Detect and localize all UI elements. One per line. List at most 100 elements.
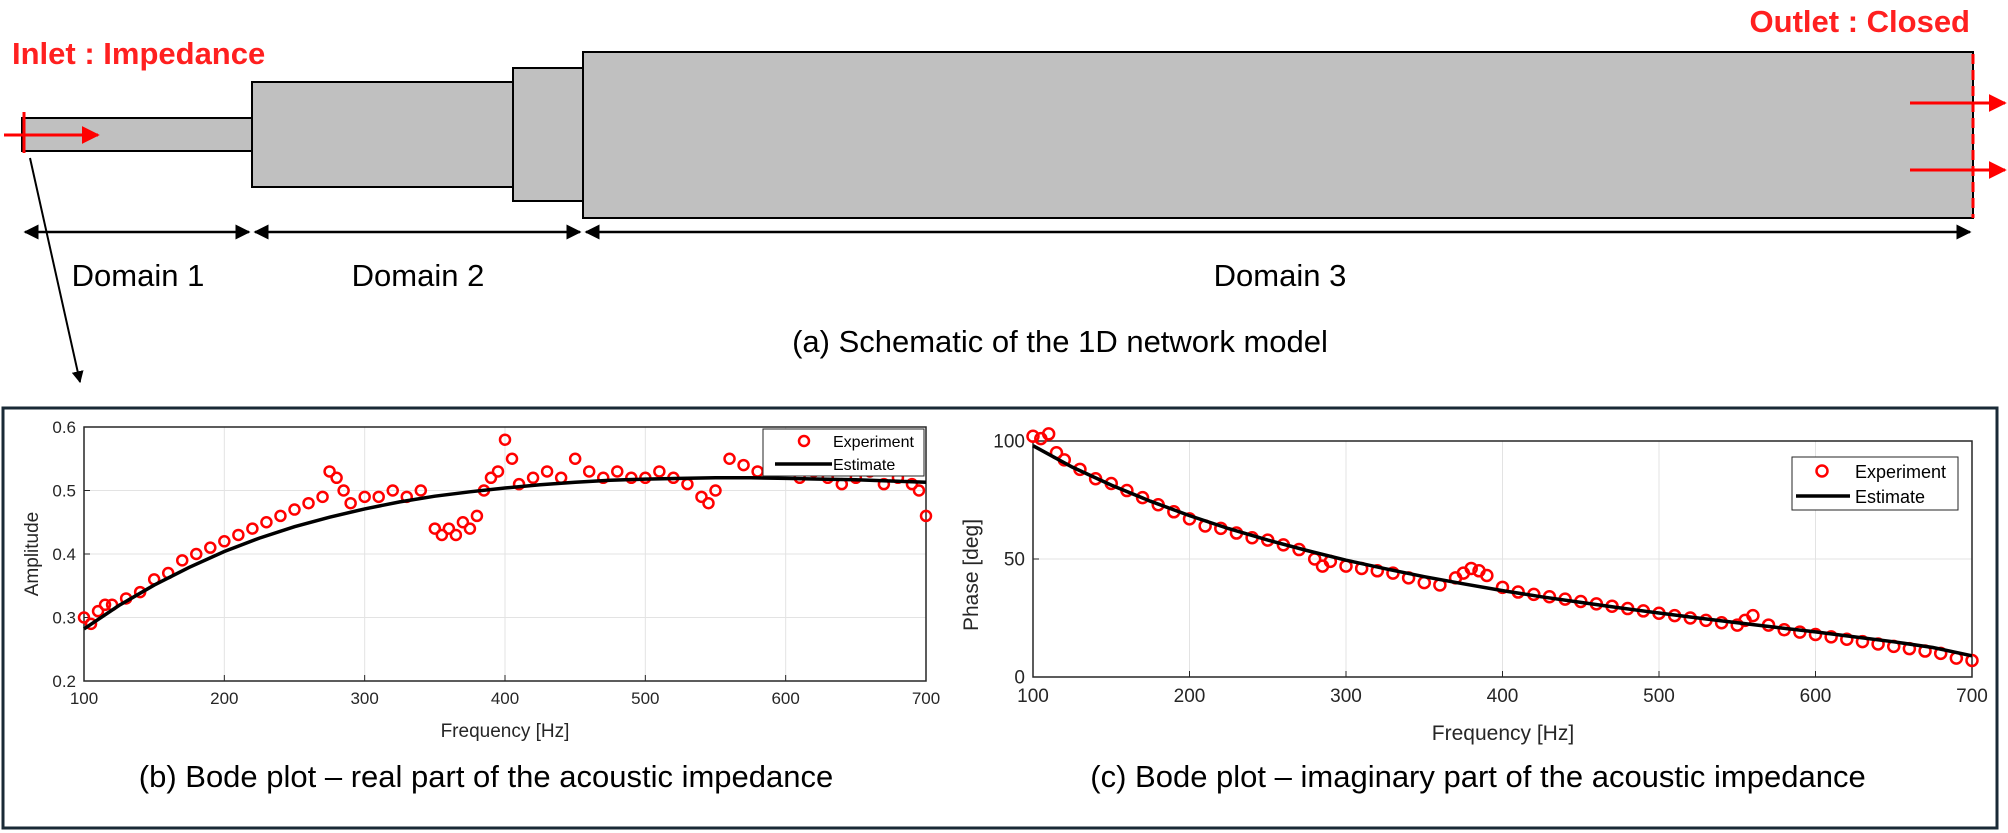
experiment-point (1464, 561, 1478, 576)
y-axis-label: Phase [deg] (960, 519, 983, 631)
x-tick-label: 300 (350, 689, 378, 708)
y-tick-label: 0.2 (52, 672, 76, 691)
experiment-point (709, 484, 722, 497)
bode-plot-imaginary: 100 200 300 400 500 600 700 0 50 100 Frequency [… (960, 427, 1988, 794)
experiment-point (498, 433, 512, 446)
experiment-point (702, 496, 715, 510)
legend-experiment-marker (1815, 464, 1829, 478)
experiment-point (1480, 568, 1494, 583)
x-tick-label: 300 (1330, 686, 1362, 707)
experiment-point (491, 465, 505, 478)
schematic-caption: (a) Schematic of the 1D network model (792, 324, 1328, 359)
experiment-point (204, 541, 217, 554)
experiment-point (386, 484, 399, 497)
experiment-point (1135, 490, 1150, 505)
inlet-label: Inlet : Impedance (12, 36, 265, 71)
experiment-point (505, 452, 519, 465)
legend-real: Experiment Estimate (762, 428, 925, 477)
experiment-point (568, 452, 582, 465)
experiment-point (484, 471, 498, 485)
legend-experiment-marker (797, 434, 811, 448)
experiment-point (540, 465, 554, 478)
experiment-point (302, 496, 315, 510)
x-tick-label: 400 (1487, 686, 1519, 707)
y-tick-label: 0.5 (52, 481, 76, 500)
experiment-point (330, 471, 343, 485)
experiment-point (470, 509, 484, 523)
experiment-point (414, 484, 428, 497)
x-tick-label: 700 (1956, 686, 1988, 707)
x-tick-label: 600 (1800, 686, 1832, 707)
experiment-point (919, 509, 933, 523)
duct-domain-3 (582, 51, 1974, 219)
experiment-point (737, 458, 750, 472)
experiment-point (912, 484, 926, 497)
legend-box (762, 428, 925, 477)
experiment-point (435, 528, 449, 542)
experiment-point (288, 503, 301, 516)
experiment-point (653, 465, 666, 478)
experiment-point (260, 516, 273, 529)
experiment-point (442, 522, 456, 535)
experiment-point (232, 528, 245, 542)
x-tick-label: 700 (912, 689, 940, 708)
experiment-point (1840, 632, 1854, 646)
outlet-label: Outlet : Closed (1750, 4, 1970, 39)
x-tick-label: 600 (771, 689, 799, 708)
experiment-point (337, 484, 350, 497)
experiment-point (1041, 427, 1056, 441)
x-tick-label: 500 (1643, 686, 1675, 707)
experiment-point (1495, 580, 1510, 595)
experiment-point (596, 471, 610, 485)
x-tick-label: 400 (491, 689, 519, 708)
x-axis-label: Frequency [Hz] (441, 721, 570, 742)
experiment-point (905, 477, 919, 491)
caption-imaginary: (c) Bode plot – imaginary part of the ac… (1090, 759, 1865, 794)
y-tick-labels: 0.2 0.3 0.4 0.5 0.6 (52, 418, 90, 691)
bode-plots-frame (1, 406, 1999, 830)
experiment-point (175, 554, 189, 567)
domain-1-label: Domain 1 (72, 258, 205, 293)
domain-2-label: Domain 2 (352, 258, 485, 293)
inlet-pointer-arrow (29, 157, 84, 384)
estimate-line (83, 476, 927, 631)
y-tick-label: 0.6 (52, 418, 76, 437)
x-tick-label: 200 (210, 689, 238, 708)
experiment-point (449, 528, 463, 542)
y-tick-label: 0.3 (52, 608, 76, 627)
experiment-point (1824, 630, 1838, 644)
experiment-point (456, 516, 470, 529)
experiment-point (190, 547, 203, 561)
experiment-point (695, 490, 708, 504)
experiment-point (274, 509, 287, 523)
duct-domain-2a (251, 81, 514, 188)
legend-imaginary: Experiment Estimate (1791, 456, 1959, 511)
bode-plot-real: 100 200 300 400 500 600 700 0.2 0.3 0.4 0.5 0.6 Fr… (22, 418, 940, 794)
experiment-point (526, 471, 540, 485)
experiment-point (344, 496, 357, 510)
experiment-point (611, 465, 624, 478)
y-tick-label: 100 (993, 432, 1025, 453)
y-tick-label: 0 (1014, 668, 1025, 689)
x-tick-label: 100 (70, 689, 98, 708)
x-tick-label: 200 (1174, 686, 1206, 707)
experiment-point (1746, 608, 1760, 623)
experiment-point (582, 465, 596, 478)
experiment-point (463, 522, 477, 535)
experiment-point (681, 477, 694, 491)
experiment-point (751, 465, 764, 478)
caption-real: (b) Bode plot – real part of the acousti… (139, 759, 833, 794)
x-tick-label: 100 (1017, 686, 1049, 707)
experiment-point (1808, 627, 1823, 642)
y-tick-label: 0.4 (52, 545, 76, 564)
legend-estimate-label: Estimate (833, 457, 895, 474)
experiment-point (428, 522, 442, 535)
schematic: Inlet : Impedance Outlet : Closed Domain… (4, 4, 2007, 384)
y-tick-label: 50 (1004, 550, 1025, 571)
experiment-point (77, 611, 91, 624)
experiment-point (246, 522, 259, 535)
experiment-point (218, 535, 231, 548)
experiment-point (372, 490, 385, 504)
experiment-point (358, 490, 371, 504)
